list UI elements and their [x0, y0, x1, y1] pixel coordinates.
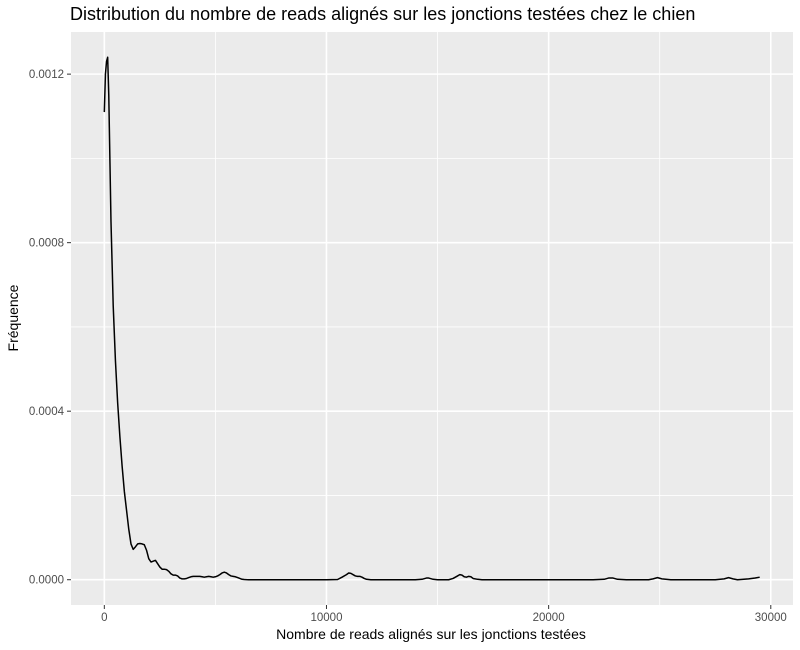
y-tick-label: 0.0012 — [29, 69, 64, 81]
plot-panel — [71, 32, 793, 605]
grid-major — [71, 32, 793, 605]
y-tick-label: 0.0000 — [29, 575, 64, 587]
density-line — [103, 56, 760, 581]
y-axis: 0.0000 0.0004 0.0008 0.0012 — [29, 69, 71, 587]
x-tick-label: 30000 — [755, 612, 787, 624]
x-tick-label: 10000 — [310, 612, 342, 624]
x-tick-label: 20000 — [533, 612, 565, 624]
y-axis-title: Fréquence — [5, 284, 21, 351]
chart-title: Distribution du nombre de reads alignés … — [70, 4, 695, 24]
x-tick-label: 0 — [101, 612, 107, 624]
grid-minor — [71, 32, 793, 605]
y-tick-label: 0.0008 — [29, 238, 64, 250]
x-axis-title: Nombre de reads alignés sur les jonction… — [276, 626, 586, 642]
x-axis: 0 10000 20000 30000 — [101, 605, 787, 624]
y-tick-label: 0.0004 — [29, 406, 65, 418]
